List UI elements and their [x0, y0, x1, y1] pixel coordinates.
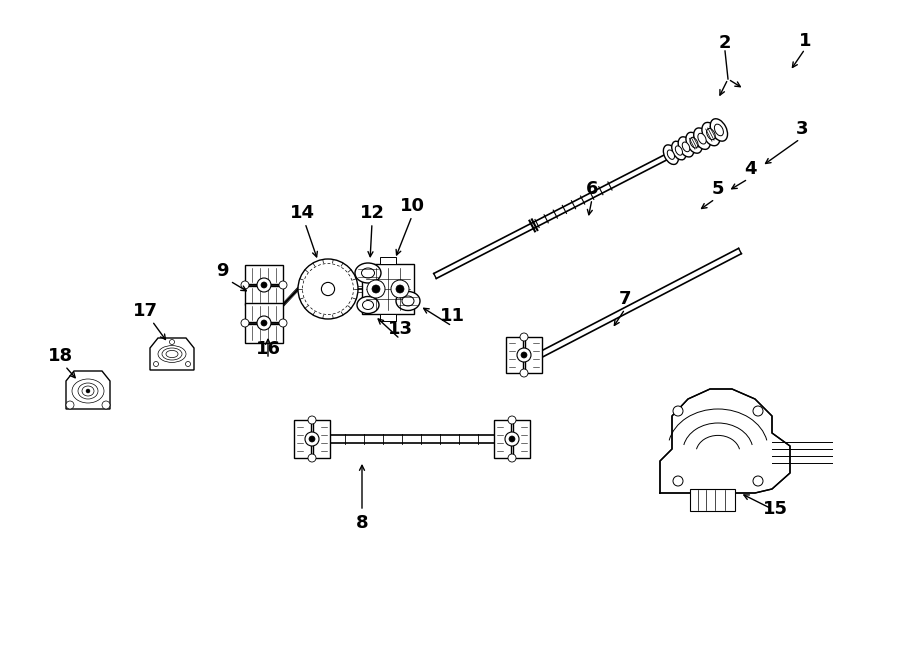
Circle shape	[66, 401, 74, 409]
Text: 17: 17	[132, 302, 157, 320]
Bar	[362, 264, 414, 314]
Circle shape	[520, 369, 528, 377]
Ellipse shape	[706, 128, 716, 139]
Bar	[245, 286, 283, 305]
Circle shape	[305, 432, 319, 446]
Circle shape	[169, 340, 175, 344]
Circle shape	[154, 362, 158, 366]
Circle shape	[279, 281, 287, 289]
Circle shape	[279, 319, 287, 327]
Text: 8: 8	[356, 514, 368, 532]
Bar	[245, 265, 283, 284]
Circle shape	[257, 316, 271, 330]
Text: 2: 2	[719, 34, 731, 52]
Ellipse shape	[710, 119, 727, 141]
Ellipse shape	[396, 292, 420, 311]
Ellipse shape	[698, 134, 706, 144]
Circle shape	[508, 454, 516, 462]
Circle shape	[367, 280, 385, 298]
Ellipse shape	[671, 141, 686, 160]
Text: 14: 14	[290, 204, 314, 222]
Bar	[245, 324, 283, 343]
Circle shape	[391, 280, 409, 298]
Bar	[525, 337, 542, 373]
Circle shape	[509, 436, 515, 442]
Bar	[513, 420, 530, 458]
Circle shape	[520, 333, 528, 341]
Ellipse shape	[363, 301, 374, 309]
Circle shape	[308, 416, 316, 424]
Text: 10: 10	[400, 197, 425, 215]
Circle shape	[102, 401, 110, 409]
Circle shape	[508, 416, 516, 424]
Bar	[506, 337, 523, 373]
Ellipse shape	[402, 296, 414, 306]
Ellipse shape	[667, 150, 674, 159]
Ellipse shape	[679, 137, 694, 157]
Circle shape	[372, 285, 380, 293]
Circle shape	[241, 281, 249, 289]
Ellipse shape	[694, 128, 710, 149]
Text: 4: 4	[743, 160, 756, 178]
Circle shape	[241, 319, 249, 327]
Ellipse shape	[675, 146, 682, 155]
Text: 18: 18	[48, 347, 73, 365]
Circle shape	[308, 454, 316, 462]
Bar	[380, 257, 396, 264]
Polygon shape	[660, 389, 790, 493]
Ellipse shape	[702, 122, 720, 145]
Circle shape	[185, 362, 191, 366]
Circle shape	[321, 282, 335, 295]
Circle shape	[517, 348, 531, 362]
Ellipse shape	[355, 263, 381, 283]
Polygon shape	[66, 371, 110, 409]
Ellipse shape	[686, 132, 702, 153]
Circle shape	[257, 278, 271, 292]
Ellipse shape	[690, 137, 698, 148]
Polygon shape	[150, 338, 194, 370]
Circle shape	[673, 406, 683, 416]
Circle shape	[261, 320, 267, 326]
Text: 13: 13	[388, 320, 412, 338]
Circle shape	[86, 389, 90, 393]
Ellipse shape	[362, 268, 374, 278]
Ellipse shape	[663, 145, 679, 165]
Circle shape	[753, 476, 763, 486]
Text: 3: 3	[796, 120, 808, 138]
Text: 9: 9	[216, 262, 229, 280]
Circle shape	[521, 352, 527, 358]
Text: 5: 5	[712, 180, 724, 198]
Text: 16: 16	[256, 340, 281, 358]
Bar	[690, 489, 735, 511]
Circle shape	[396, 285, 404, 293]
Text: 12: 12	[359, 204, 384, 222]
Bar	[380, 314, 396, 321]
Text: 1: 1	[799, 32, 811, 50]
Text: 7: 7	[619, 290, 631, 308]
Circle shape	[261, 282, 267, 288]
Circle shape	[753, 406, 763, 416]
Text: 11: 11	[439, 307, 464, 325]
Text: 15: 15	[762, 500, 788, 518]
Bar	[313, 420, 330, 458]
Ellipse shape	[682, 142, 689, 152]
Bar	[294, 420, 311, 458]
Bar	[245, 303, 283, 322]
Ellipse shape	[715, 124, 724, 136]
Circle shape	[673, 476, 683, 486]
Text: 6: 6	[586, 180, 598, 198]
Ellipse shape	[357, 297, 379, 313]
Circle shape	[309, 436, 315, 442]
Circle shape	[505, 432, 519, 446]
Circle shape	[298, 259, 358, 319]
Bar	[494, 420, 511, 458]
